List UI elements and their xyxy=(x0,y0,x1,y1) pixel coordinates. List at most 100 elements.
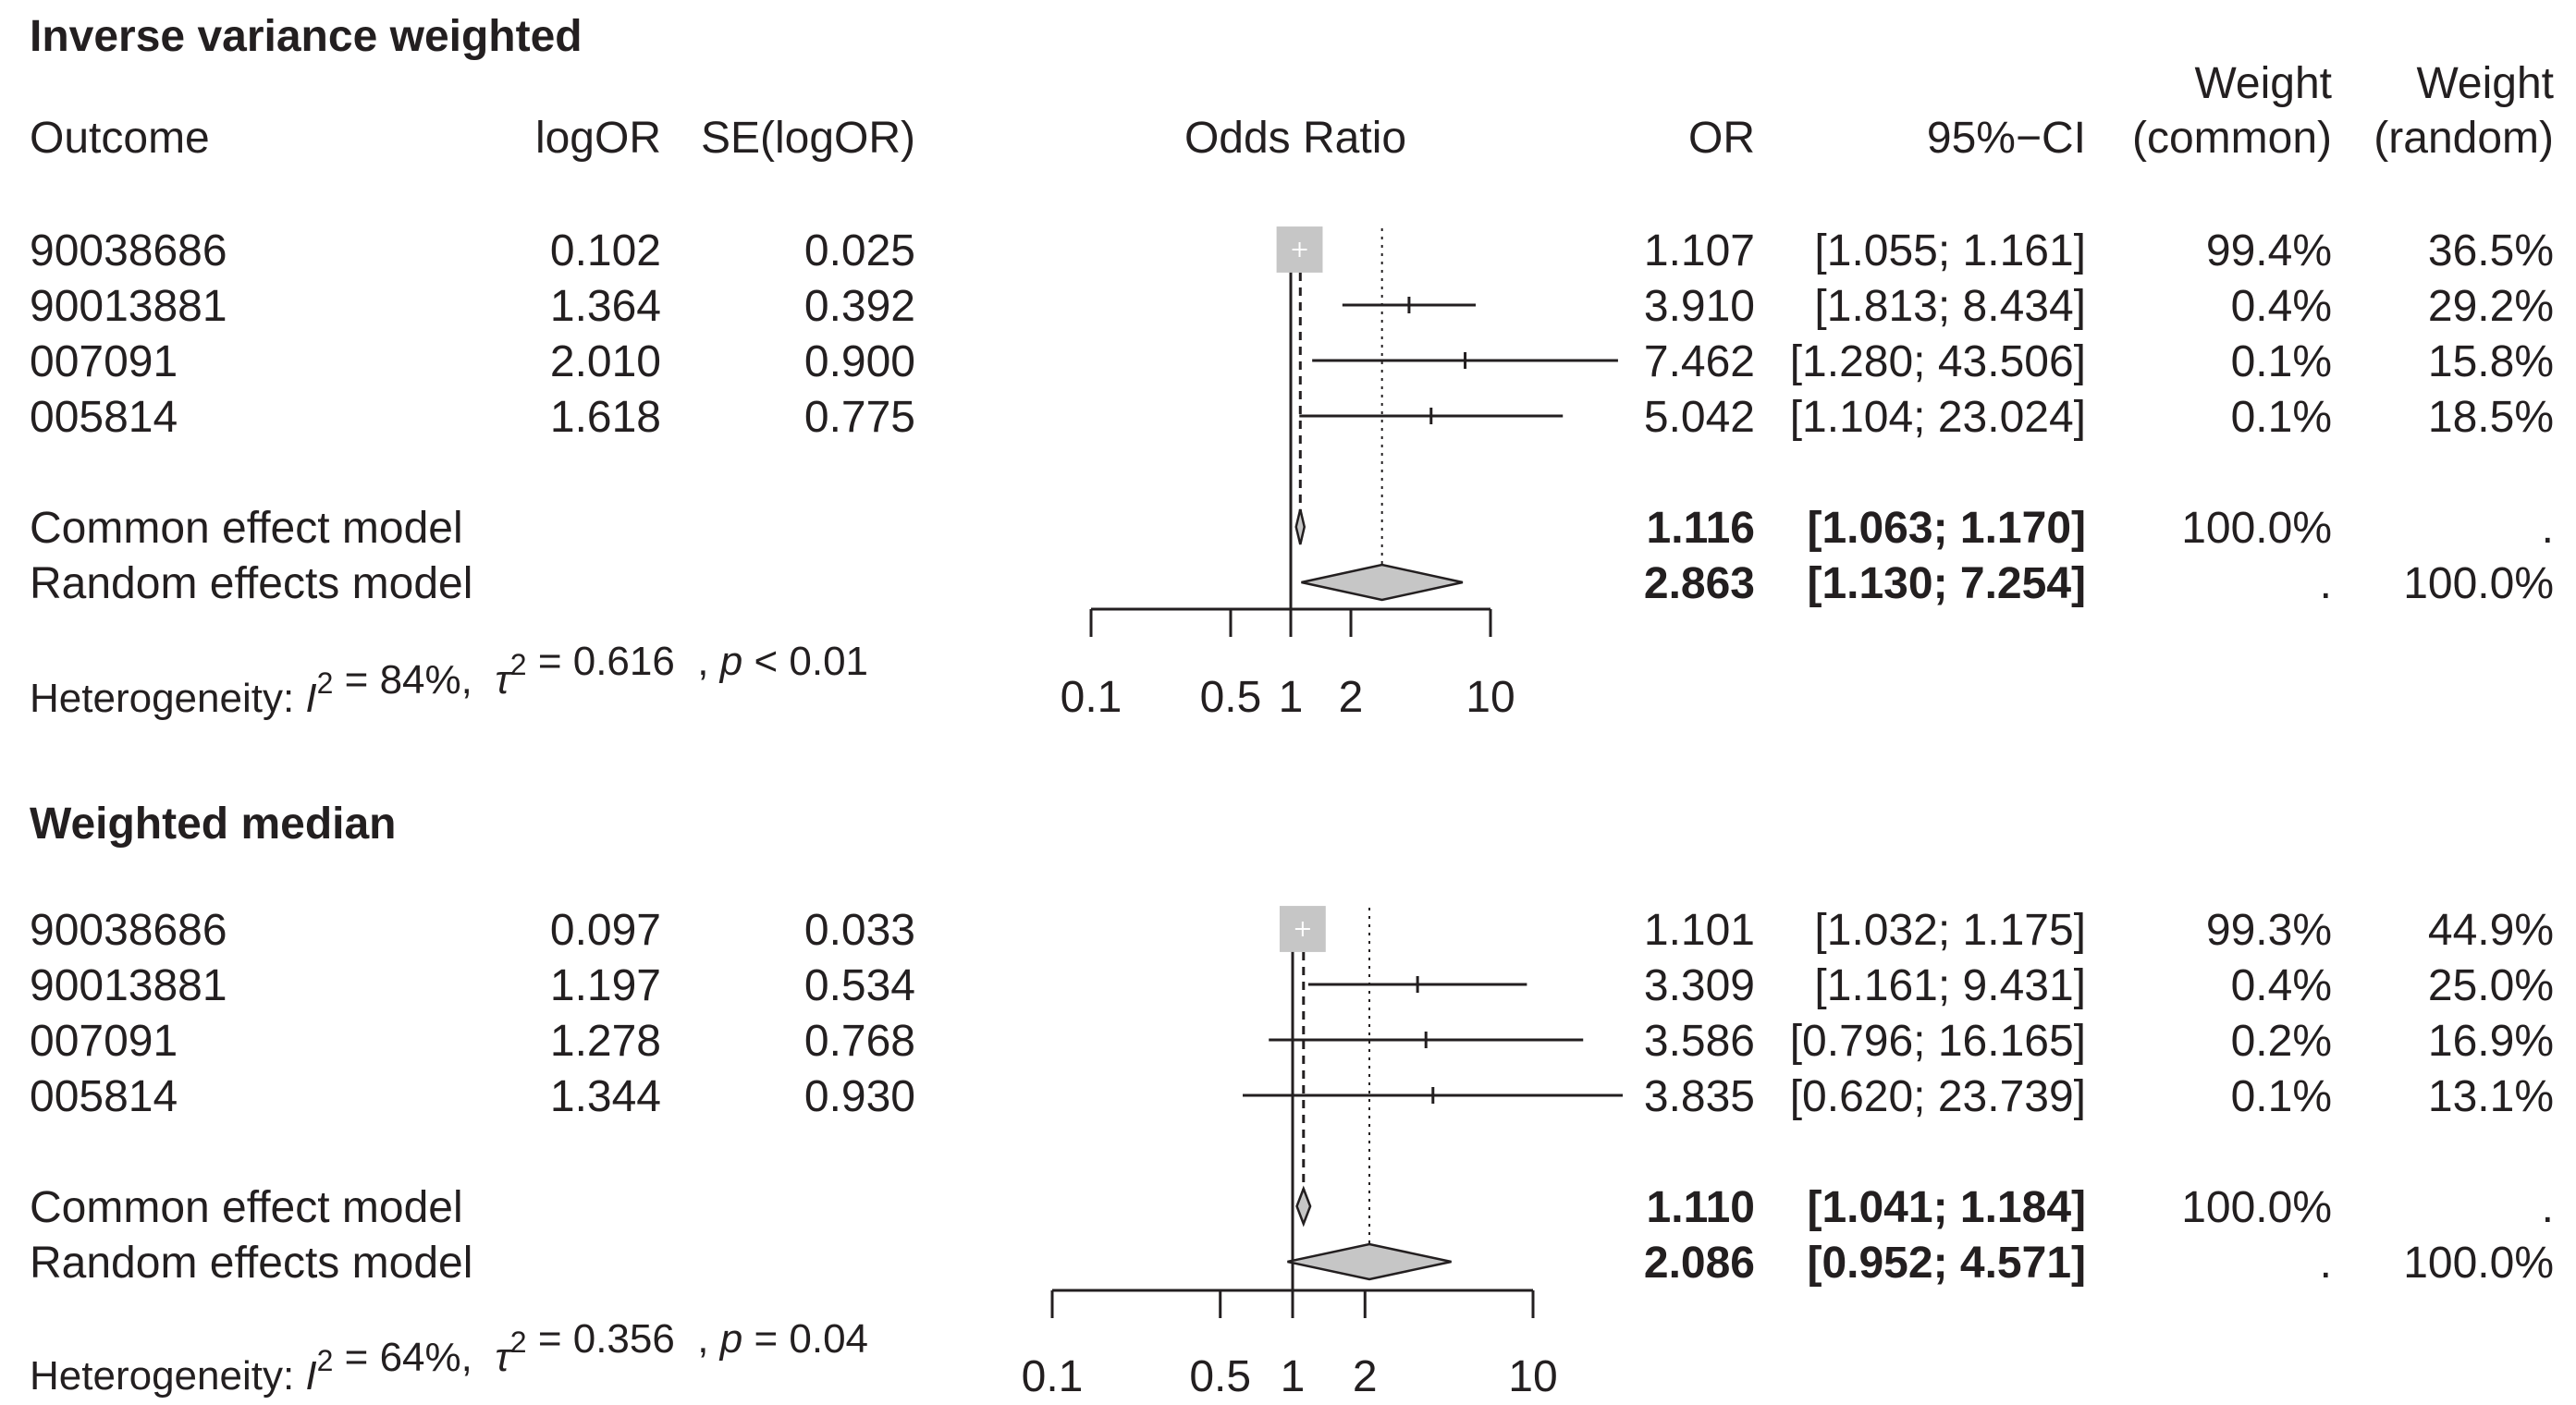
header-odds-ratio: Odds Ratio xyxy=(1184,114,1406,163)
panel-title: Weighted median xyxy=(30,800,397,849)
study-ci: [1.104; 23.024] xyxy=(1790,393,2086,442)
x-tick-label: 0.1 xyxy=(1022,1352,1084,1401)
study-ci: [0.620; 23.739] xyxy=(1790,1072,2086,1121)
study-outcome: 005814 xyxy=(30,1072,178,1121)
study-weight-common: 0.4% xyxy=(2231,282,2332,331)
study-row: 90013881 1.364 0.392 3.910 [1.813; 8.434] 0.4… xyxy=(30,282,2554,331)
header-outcome: Outcome xyxy=(30,114,210,163)
study-or: 3.910 xyxy=(1644,282,1755,331)
random-effects-row: Random effects model 2.863 [1.130; 7.254].… xyxy=(30,559,2554,608)
heterogeneity-text: Heterogeneity: I2 = 84%, τ2 = 0.616 , p … xyxy=(30,639,868,721)
study-or: 3.586 xyxy=(1644,1017,1755,1066)
forest-panel-1: Inverse variance weighted Outcome logOR SE(… xyxy=(30,12,2554,722)
study-row: 90038686 0.102 0.025 1.107 [1.055; 1.161] 99.… xyxy=(30,226,2554,275)
study-outcome: 007091 xyxy=(30,337,178,386)
common-effect-label: Common effect model xyxy=(30,1183,463,1232)
study-se: 0.768 xyxy=(804,1017,915,1066)
study-or: 5.042 xyxy=(1644,393,1755,442)
study-se: 0.392 xyxy=(804,282,915,331)
study-weight-random: 16.9% xyxy=(2428,1017,2554,1066)
random-effects-or: 2.863 xyxy=(1644,559,1755,608)
header-or: OR xyxy=(1688,114,1755,163)
study-se: 0.775 xyxy=(804,393,915,442)
header-logor: logOR xyxy=(535,114,661,163)
study-weight-random: 13.1% xyxy=(2428,1072,2554,1121)
x-axis: 0.1 0.5 1 2 10 xyxy=(1022,1289,1558,1401)
study-or: 3.835 xyxy=(1644,1072,1755,1121)
study-weight-common: 0.1% xyxy=(2231,1072,2332,1121)
study-se: 0.900 xyxy=(804,337,915,386)
study-row: 90038686 0.097 0.033 1.101 [1.032; 1.175] 99.… xyxy=(30,906,2554,955)
common-effect-weight-random: . xyxy=(2542,504,2554,553)
study-ci: [1.032; 1.175] xyxy=(1814,906,2086,955)
random-effects-row: Random effects model 2.086 [0.952; 4.571].… xyxy=(30,1239,2554,1288)
study-logor: 0.097 xyxy=(550,906,661,955)
panel-title: Inverse variance weighted xyxy=(30,12,583,61)
common-effect-weight-common: 100.0% xyxy=(2181,1183,2332,1232)
random-effects-weight-common: . xyxy=(2320,559,2332,608)
study-row: 005814 1.344 0.930 3.835 [0.620; 23.739] 0.1%… xyxy=(30,1072,2554,1121)
study-or: 3.309 xyxy=(1644,961,1755,1010)
study-weight-common: 0.4% xyxy=(2231,961,2332,1010)
random-effects-ci: [1.130; 7.254] xyxy=(1807,559,2086,608)
study-weight-common: 99.3% xyxy=(2206,906,2332,955)
study-ci: [0.796; 16.165] xyxy=(1790,1017,2086,1066)
common-effect-ci: [1.063; 1.170] xyxy=(1807,504,2086,553)
header-se: SE(logOR) xyxy=(701,114,915,163)
study-ci: [1.055; 1.161] xyxy=(1814,226,2086,275)
study-logor: 1.618 xyxy=(550,393,661,442)
study-logor: 0.102 xyxy=(550,226,661,275)
study-row: 007091 2.010 0.900 7.462 [1.280; 43.506] 0.1%… xyxy=(30,337,2554,386)
study-ci: [1.280; 43.506] xyxy=(1790,337,2086,386)
study-outcome: 90038686 xyxy=(30,226,227,275)
common-effect-diamond xyxy=(1294,508,1306,545)
study-se: 0.930 xyxy=(804,1072,915,1121)
common-effect-weight-random: . xyxy=(2542,1183,2554,1232)
common-effect-or: 1.116 xyxy=(1647,504,1755,553)
study-outcome: 005814 xyxy=(30,393,178,442)
x-tick-label: 0.5 xyxy=(1200,673,1262,722)
random-effects-diamond xyxy=(1287,1242,1452,1281)
header-weight-common-1: Weight xyxy=(2194,59,2332,108)
study-weight-random: 15.8% xyxy=(2428,337,2554,386)
random-effects-or: 2.086 xyxy=(1644,1239,1755,1288)
x-tick-label: 1 xyxy=(1281,1352,1306,1401)
x-tick-label: 2 xyxy=(1339,673,1364,722)
study-weight-random: 36.5% xyxy=(2428,226,2554,275)
common-effect-row: Common effect model 1.110 [1.041; 1.184] 10… xyxy=(30,1183,2554,1232)
study-logor: 1.278 xyxy=(550,1017,661,1066)
study-weight-common: 0.2% xyxy=(2231,1017,2332,1066)
x-tick-label: 1 xyxy=(1279,673,1304,722)
study-logor: 1.364 xyxy=(550,282,661,331)
random-effects-label: Random effects model xyxy=(30,559,472,608)
header-weight-random-1: Weight xyxy=(2416,59,2554,108)
header-weight-random-2: (random) xyxy=(2374,114,2554,163)
random-effects-weight-random: 100.0% xyxy=(2403,1239,2554,1288)
common-effect-row: Common effect model 1.116 [1.063; 1.170] 10… xyxy=(30,504,2554,553)
study-outcome: 90013881 xyxy=(30,961,227,1010)
x-tick-label: 10 xyxy=(1466,673,1515,722)
random-effects-weight-random: 100.0% xyxy=(2403,559,2554,608)
random-effects-label: Random effects model xyxy=(30,1239,472,1288)
heterogeneity-text: Heterogeneity: I2 = 64%, τ2 = 0.356 , p … xyxy=(30,1316,868,1399)
common-effect-label: Common effect model xyxy=(30,504,463,553)
x-axis: 0.1 0.5 1 2 10 xyxy=(1061,607,1515,722)
study-logor: 2.010 xyxy=(550,337,661,386)
study-outcome: 007091 xyxy=(30,1017,178,1066)
study-se: 0.025 xyxy=(804,226,915,275)
study-ci: [1.813; 8.434] xyxy=(1814,282,2086,331)
study-row: 005814 1.618 0.775 5.042 [1.104; 23.024] 0.1%… xyxy=(30,393,2554,442)
forest-panel-2: Weighted median 90038686 0.097 0.033 1.101 [1… xyxy=(30,800,2554,1401)
x-tick-label: 0.1 xyxy=(1061,673,1122,722)
study-weight-random: 25.0% xyxy=(2428,961,2554,1010)
study-se: 0.534 xyxy=(804,961,915,1010)
common-effect-weight-common: 100.0% xyxy=(2181,504,2332,553)
study-weight-common: 0.1% xyxy=(2231,393,2332,442)
study-ci: [1.161; 9.431] xyxy=(1814,961,2086,1010)
x-tick-label: 10 xyxy=(1508,1352,1557,1401)
random-effects-diamond xyxy=(1301,563,1464,602)
study-outcome: 90038686 xyxy=(30,906,227,955)
study-weight-common: 99.4% xyxy=(2206,226,2332,275)
study-or: 1.107 xyxy=(1644,226,1755,275)
